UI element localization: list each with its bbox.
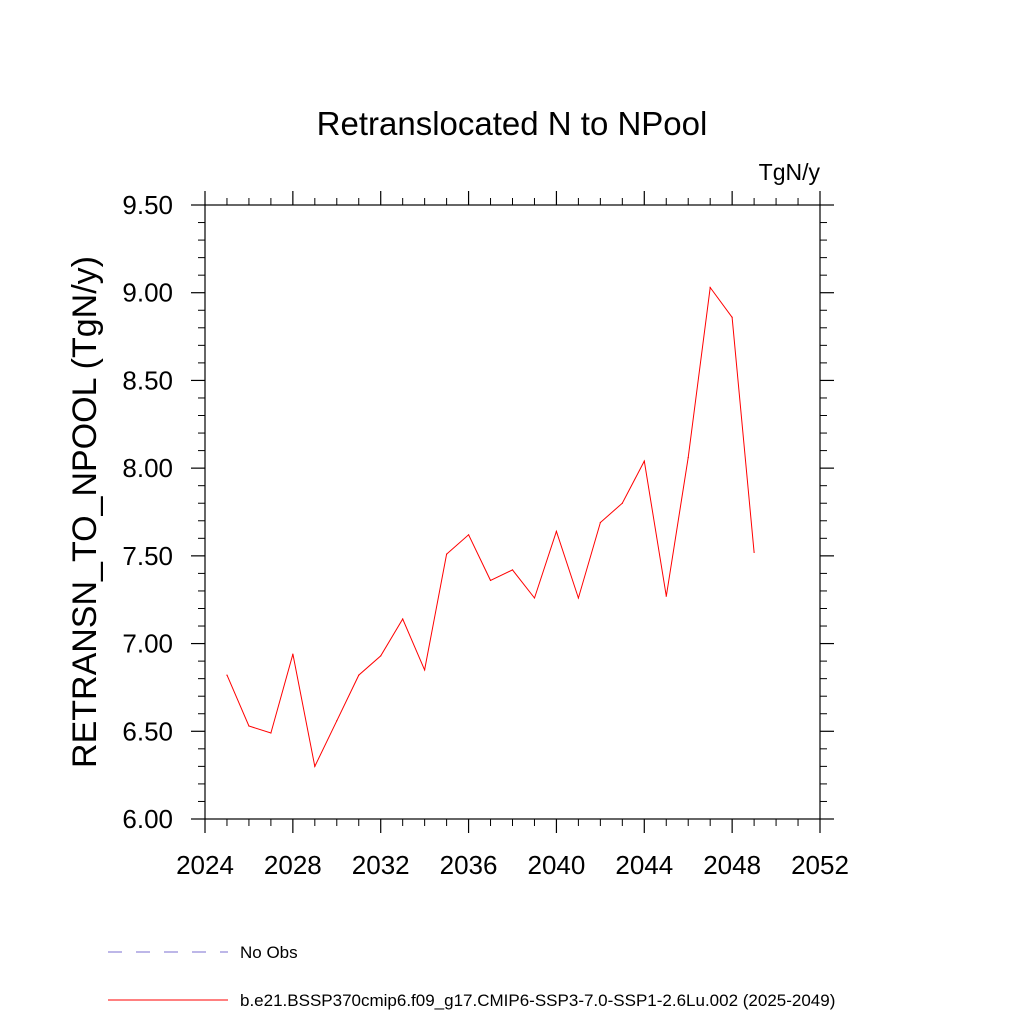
y-tick-label: 6.50: [122, 716, 173, 746]
x-tick-label: 2024: [176, 850, 234, 880]
data-point: [577, 597, 579, 599]
data-point: [292, 653, 294, 655]
y-tick-label: 8.00: [122, 453, 173, 483]
data-point: [555, 530, 558, 532]
data-point: [511, 569, 514, 571]
data-point: [402, 618, 404, 620]
data-point: [270, 732, 272, 734]
data-point: [599, 521, 601, 524]
data-point: [424, 669, 426, 671]
units-label: TgN/y: [759, 159, 821, 185]
y-tick-label: 7.50: [122, 541, 173, 571]
data-point: [709, 286, 711, 289]
y-axis: 6.00 6.50 7.00 7.50 8.00 8.50 9.00 9.50: [122, 190, 834, 834]
data-point: [753, 551, 755, 553]
x-tick-label: 2028: [264, 850, 322, 880]
data-point: [336, 720, 338, 722]
x-tick-label: 2048: [703, 850, 761, 880]
plot-border: [204, 204, 821, 820]
x-tick-label: 2052: [791, 850, 849, 880]
data-point: [358, 674, 360, 676]
x-axis: 2024 2028 2032 2036 2040 2044 2048 2052: [176, 191, 849, 880]
data-point: [621, 502, 623, 504]
plot-frame: [204, 204, 821, 820]
x-tick-label: 2036: [440, 850, 498, 880]
y-tick-label: 8.50: [122, 365, 173, 395]
data-point: [665, 595, 667, 597]
y-tick-label: 7.00: [122, 629, 173, 659]
x-tick-label: 2040: [528, 850, 586, 880]
data-point: [731, 316, 733, 318]
data-point: [248, 725, 250, 727]
data-point: [380, 655, 382, 657]
data-point: [226, 674, 228, 676]
series-layer: [226, 286, 755, 768]
data-point: [489, 579, 492, 582]
y-tick-label: 6.00: [122, 804, 173, 834]
y-tick-label: 9.50: [122, 190, 173, 220]
y-axis-label: RETRANSN_TO_NPOOL (TgN/y): [66, 256, 104, 768]
x-tick-label: 2032: [352, 850, 410, 880]
legend-label: No Obs: [240, 943, 298, 962]
series-line: [226, 286, 755, 768]
legend: No Obs b.e21.BSSP370cmip6.f09_g17.CMIP6-S…: [108, 943, 835, 1010]
data-point: [687, 457, 689, 459]
data-point: [467, 534, 470, 536]
data-point: [314, 765, 316, 767]
data-point: [643, 460, 645, 462]
chart-title: Retranslocated N to NPool: [317, 105, 708, 142]
x-tick-label: 2044: [615, 850, 673, 880]
y-tick-label: 9.00: [122, 278, 173, 308]
legend-label: b.e21.BSSP370cmip6.f09_g17.CMIP6-SSP3-7.…: [240, 991, 835, 1010]
data-point: [446, 553, 448, 555]
data-point: [533, 597, 536, 599]
